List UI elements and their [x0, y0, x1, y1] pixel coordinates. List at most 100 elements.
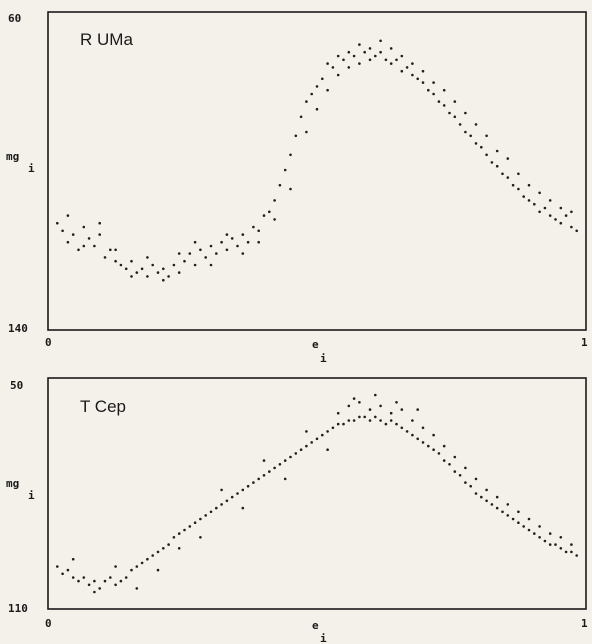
data-point	[156, 271, 160, 274]
data-point	[167, 275, 170, 278]
data-point	[554, 218, 557, 221]
y-axis-label: mg	[6, 477, 19, 490]
data-point	[570, 210, 573, 214]
data-point	[485, 488, 488, 492]
data-point	[225, 499, 229, 503]
data-point	[495, 506, 499, 510]
data-point	[559, 536, 563, 539]
data-point	[103, 256, 107, 259]
y-tick-label-top: 60	[8, 12, 21, 25]
data-point	[87, 237, 91, 240]
data-point	[177, 532, 181, 535]
data-point	[156, 550, 160, 554]
data-point	[416, 408, 420, 411]
data-point	[193, 240, 197, 244]
data-point	[162, 547, 165, 550]
data-point	[543, 539, 547, 543]
data-point	[77, 248, 80, 252]
data-point	[225, 233, 229, 236]
data-point	[432, 81, 435, 84]
data-point	[527, 528, 531, 532]
data-point	[98, 587, 101, 590]
x-tick-label-left: 0	[45, 617, 52, 630]
data-point	[283, 168, 287, 172]
data-point	[71, 557, 75, 561]
data-point	[326, 62, 329, 65]
data-point	[109, 248, 112, 252]
x-tick-label-left: 0	[45, 336, 52, 349]
data-point	[315, 437, 319, 441]
data-point	[220, 488, 223, 492]
data-point	[570, 543, 573, 546]
data-point	[506, 176, 510, 179]
data-point	[543, 206, 547, 210]
data-point	[135, 565, 139, 568]
data-point	[469, 134, 473, 138]
data-point	[480, 145, 483, 149]
data-point	[130, 568, 133, 572]
data-point	[336, 73, 340, 77]
data-point	[437, 452, 441, 455]
data-point	[199, 536, 202, 539]
data-point	[570, 225, 573, 229]
data-point	[474, 477, 478, 481]
data-point	[140, 561, 144, 565]
data-point	[442, 88, 446, 92]
data-point	[331, 66, 335, 69]
data-point	[257, 240, 261, 244]
data-point	[379, 50, 382, 54]
data-point	[124, 576, 128, 579]
y-tick-label-bottom: 140	[8, 322, 28, 335]
data-point	[411, 419, 414, 422]
data-point	[321, 433, 324, 437]
data-point	[374, 393, 377, 397]
data-point	[458, 123, 462, 126]
data-point	[172, 263, 176, 267]
data-point	[538, 536, 541, 539]
data-point	[305, 430, 308, 433]
data-point	[114, 583, 117, 587]
data-point	[506, 514, 510, 517]
data-point	[151, 263, 154, 267]
data-point	[109, 576, 112, 579]
data-point	[474, 492, 478, 495]
data-point	[289, 455, 292, 459]
data-point	[146, 275, 149, 278]
data-point	[209, 510, 213, 514]
data-point	[93, 244, 96, 248]
data-point	[464, 481, 467, 484]
data-point	[374, 54, 377, 58]
data-point	[511, 183, 515, 187]
data-point	[437, 100, 441, 103]
data-point	[347, 404, 351, 408]
data-point	[336, 422, 340, 426]
data-point	[236, 492, 239, 495]
data-point	[570, 550, 573, 554]
data-point	[321, 77, 324, 81]
data-point	[379, 404, 382, 408]
data-point	[162, 267, 165, 271]
data-point	[517, 172, 520, 176]
data-point	[358, 401, 361, 404]
data-point	[347, 66, 351, 69]
data-point	[495, 164, 499, 168]
data-point	[93, 590, 96, 594]
x-axis-label-subscript: i	[320, 632, 327, 644]
data-point	[299, 448, 303, 452]
data-point	[220, 240, 223, 244]
data-point	[188, 525, 192, 528]
data-point	[389, 419, 393, 422]
data-point	[384, 58, 388, 62]
data-point	[416, 77, 420, 81]
data-point	[310, 441, 314, 444]
data-point	[501, 172, 504, 176]
data-point	[427, 88, 430, 92]
data-point	[522, 195, 525, 198]
data-point	[273, 466, 276, 470]
data-point	[209, 244, 213, 248]
data-point	[469, 484, 473, 488]
data-point	[453, 455, 457, 459]
data-point	[61, 572, 64, 576]
data-point	[559, 547, 563, 550]
